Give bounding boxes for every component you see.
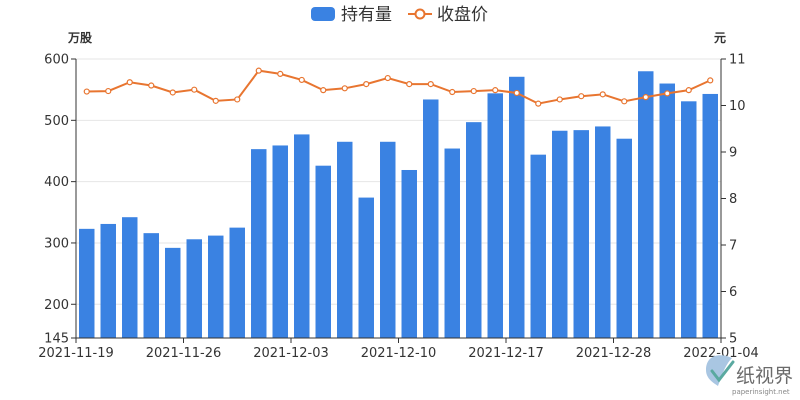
right-tick-label: 7: [729, 239, 737, 254]
bar-holding-0[interactable]: [79, 228, 95, 338]
bar-holding-16[interactable]: [423, 99, 439, 338]
close-price-point-9[interactable]: [277, 70, 284, 77]
close-price-point-1[interactable]: [105, 87, 112, 95]
bar-holding-23[interactable]: [573, 130, 589, 338]
close-price-point-26[interactable]: [642, 94, 649, 101]
x-tick-label: 2021-12-17: [468, 346, 544, 361]
close-price-point-10[interactable]: [298, 76, 305, 84]
bars-layer: [79, 71, 718, 338]
close-price-point-8[interactable]: [255, 67, 262, 74]
bar-holding-11[interactable]: [315, 165, 331, 338]
bar-holding-21[interactable]: [530, 154, 546, 338]
close-price-line: [86, 69, 711, 105]
close-price-point-29[interactable]: [707, 77, 714, 84]
x-tick-label: 2021-11-26: [146, 346, 222, 361]
bar-holding-27[interactable]: [659, 83, 675, 338]
close-price-point-15[interactable]: [406, 81, 413, 88]
close-price-point-6[interactable]: [212, 97, 219, 104]
legend[interactable]: 持有量 收盘价: [311, 5, 488, 25]
bar-holding-6[interactable]: [208, 235, 224, 338]
bar-holding-29[interactable]: [702, 93, 718, 338]
close-price-point-22[interactable]: [556, 96, 563, 103]
close-price-point-27[interactable]: [664, 90, 671, 97]
x-tick-label: 2021-11-19: [38, 346, 114, 361]
left-tick-label: 500: [44, 114, 69, 129]
left-tick-label: 145: [44, 332, 69, 347]
right-tick-label: 5: [729, 332, 737, 347]
bar-holding-13[interactable]: [358, 197, 374, 338]
right-tick-label: 9: [729, 146, 737, 161]
close-price-point-4[interactable]: [169, 89, 176, 96]
bar-holding-26[interactable]: [638, 71, 654, 338]
close-price-point-17[interactable]: [449, 88, 456, 96]
close-price-point-11[interactable]: [320, 87, 327, 94]
bar-holding-2[interactable]: [122, 217, 138, 338]
legend-bar-label: 持有量: [341, 5, 392, 25]
bar-holding-28[interactable]: [681, 101, 697, 338]
bar-holding-22[interactable]: [552, 130, 568, 338]
close-price-point-19[interactable]: [492, 87, 499, 94]
left-tick-label: 600: [44, 53, 69, 68]
close-price-point-20[interactable]: [513, 89, 520, 97]
watermark-logo: 纸视界 paperinsight.net: [706, 355, 793, 396]
close-price-point-7[interactable]: [234, 96, 241, 103]
bar-holding-12[interactable]: [337, 141, 353, 338]
bar-holding-17[interactable]: [444, 148, 460, 338]
x-tick-label: 2022-01-04: [683, 346, 759, 361]
bar-holding-25[interactable]: [616, 138, 632, 338]
bar-holding-24[interactable]: [595, 126, 611, 338]
close-price-point-14[interactable]: [384, 74, 391, 82]
right-tick-label: 11: [729, 53, 746, 68]
line-layer: [83, 67, 714, 107]
close-price-point-25[interactable]: [621, 98, 628, 105]
left-axis-unit: 万股: [67, 30, 93, 45]
legend-bar-swatch: [311, 7, 335, 21]
bar-holding-15[interactable]: [401, 169, 417, 338]
x-tick-label: 2021-12-10: [361, 346, 437, 361]
close-price-point-21[interactable]: [535, 100, 542, 107]
close-price-point-5[interactable]: [191, 86, 198, 93]
bar-holding-1[interactable]: [100, 223, 116, 338]
bar-holding-5[interactable]: [186, 239, 202, 338]
bar-holding-14[interactable]: [380, 141, 396, 338]
close-price-point-23[interactable]: [578, 93, 585, 100]
watermark-emblem-icon: [706, 355, 732, 386]
left-tick-label: 300: [44, 236, 69, 251]
legend-line-label: 收盘价: [437, 5, 488, 25]
bar-holding-9[interactable]: [272, 145, 288, 338]
left-tick-label: 200: [44, 298, 69, 313]
close-price-point-18[interactable]: [470, 87, 477, 95]
bar-holding-8[interactable]: [251, 149, 267, 338]
watermark-check-icon: [710, 360, 735, 383]
close-price-point-28[interactable]: [685, 87, 692, 94]
watermark-logo-text: 纸视界: [736, 365, 793, 387]
right-axis-unit: 元: [714, 31, 726, 45]
bar-holding-7[interactable]: [229, 227, 245, 338]
bar-holding-3[interactable]: [143, 233, 159, 338]
legend-line-swatch-marker: [414, 8, 426, 20]
right-tick-label: 8: [729, 192, 737, 207]
bar-holding-20[interactable]: [509, 76, 525, 338]
x-tick-label: 2021-12-28: [576, 346, 652, 361]
bar-holding-18[interactable]: [466, 122, 482, 338]
right-tick-label: 10: [729, 99, 746, 114]
close-price-point-16[interactable]: [427, 81, 434, 88]
close-price-point-2[interactable]: [126, 79, 133, 86]
grid-layer: [76, 58, 721, 305]
close-price-point-12[interactable]: [341, 85, 348, 92]
axis-layer: 145 200 300 400 500 600 5 6 7 8 9 10 11 2021-11-19 202…: [38, 53, 759, 362]
bar-holding-10[interactable]: [294, 134, 310, 338]
close-price-point-13[interactable]: [363, 81, 370, 88]
left-tick-label: 400: [44, 175, 69, 190]
x-tick-label: 2021-12-03: [253, 346, 329, 361]
bar-holding-4[interactable]: [165, 247, 181, 338]
watermark-url: paperinsight.net: [732, 388, 790, 396]
right-tick-label: 6: [729, 285, 737, 300]
bar-holding-19[interactable]: [487, 93, 503, 338]
close-price-point-0[interactable]: [83, 88, 90, 95]
close-price-point-3[interactable]: [148, 82, 155, 89]
close-price-point-24[interactable]: [599, 91, 606, 98]
